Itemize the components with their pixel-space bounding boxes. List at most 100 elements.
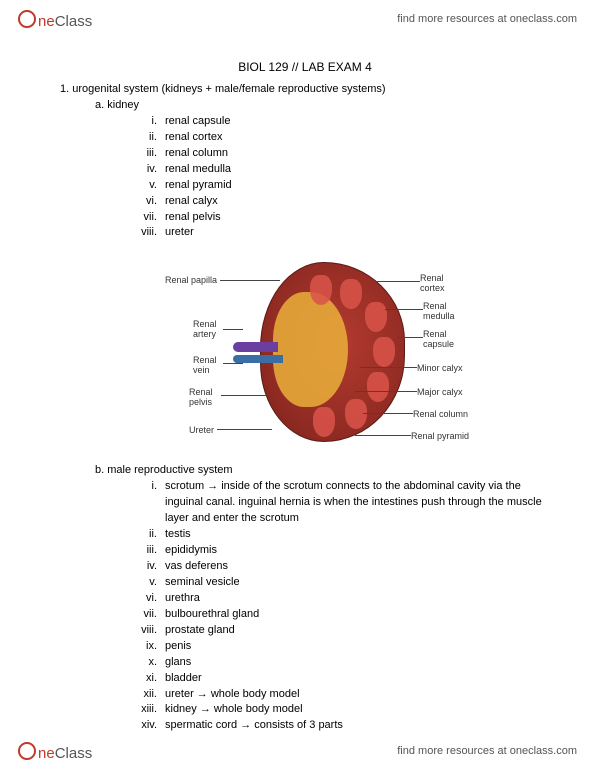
list-item-numeral: vi.: [133, 194, 165, 210]
outline-text-1: urogenital system (kidneys + male/female…: [72, 83, 385, 95]
renal-vein-shape: [233, 355, 283, 363]
diagram-label: Renal capsule: [423, 329, 454, 349]
list-item-text: prostate gland: [165, 623, 555, 639]
document-content: BIOL 129 // LAB EXAM 4 1. urogenital sys…: [55, 60, 555, 734]
list-item: ii.renal cortex: [133, 130, 555, 146]
list-item-numeral: ii.: [133, 527, 165, 543]
list-item-text: seminal vesicle: [165, 575, 555, 591]
list-item: vi.renal calyx: [133, 194, 555, 210]
logo: ne Class: [18, 8, 92, 30]
leader-line: [223, 363, 243, 364]
outline-num-b: b.: [95, 464, 104, 476]
leader-line: [397, 337, 423, 338]
logo-text-one: ne: [38, 745, 55, 762]
list-item-numeral: v.: [133, 575, 165, 591]
list-item-numeral: iv.: [133, 559, 165, 575]
leader-line: [355, 391, 417, 392]
list-item-numeral: ii.: [133, 130, 165, 146]
list-item-text: scrotum → inside of the scrotum connects…: [165, 479, 555, 527]
kidney-list: i.renal capsuleii.renal cortexiii.renal …: [55, 114, 555, 242]
diagram-label: Renal pelvis: [189, 387, 213, 407]
list-item-numeral: i.: [133, 114, 165, 130]
list-item-text: kidney → whole body model: [165, 702, 555, 718]
leader-line: [221, 395, 276, 396]
logo-circle-icon: [18, 10, 36, 28]
footer: ne Class find more resources at oneclass…: [0, 732, 595, 770]
list-item-text: renal calyx: [165, 194, 555, 210]
list-item: viii.ureter: [133, 225, 555, 241]
list-item: ix.penis: [133, 639, 555, 655]
list-item-text: bladder: [165, 671, 555, 687]
leader-line: [360, 367, 417, 368]
list-item: viii.prostate gland: [133, 623, 555, 639]
diagram-label: Ureter: [189, 425, 214, 435]
list-item-text: ureter: [165, 225, 555, 241]
diagram-label: Major calyx: [417, 387, 463, 397]
diagram-label: Renal cortex: [420, 273, 445, 293]
list-item-numeral: xii.: [133, 687, 165, 703]
list-item: i.renal capsule: [133, 114, 555, 130]
diagram-label: Renal vein: [193, 355, 217, 375]
list-item-text: vas deferens: [165, 559, 555, 575]
list-item-text: testis: [165, 527, 555, 543]
outline-item-1: 1. urogenital system (kidneys + male/fem…: [60, 82, 555, 98]
list-item-text: bulbourethral gland: [165, 607, 555, 623]
list-item: iv.renal medulla: [133, 162, 555, 178]
list-item: v.renal pyramid: [133, 178, 555, 194]
list-item-text: renal capsule: [165, 114, 555, 130]
list-item-text: renal column: [165, 146, 555, 162]
list-item: x.glans: [133, 655, 555, 671]
leader-line: [363, 413, 413, 414]
list-item: vii.renal pelvis: [133, 210, 555, 226]
diagram-label: Renal pyramid: [411, 431, 469, 441]
list-item-text: renal pelvis: [165, 210, 555, 226]
list-item: xii.ureter → whole body model: [133, 687, 555, 703]
list-item-numeral: iii.: [133, 543, 165, 559]
list-item-text: ureter → whole body model: [165, 687, 555, 703]
list-item: vi.urethra: [133, 591, 555, 607]
logo-circle-icon: [18, 742, 36, 760]
list-item: vii.bulbourethral gland: [133, 607, 555, 623]
list-item-numeral: x.: [133, 655, 165, 671]
outline-text-b: male reproductive system: [107, 464, 232, 476]
diagram-label: Renal column: [413, 409, 468, 419]
list-item-text: renal pyramid: [165, 178, 555, 194]
list-item-numeral: ix.: [133, 639, 165, 655]
leader-line: [223, 329, 243, 330]
male-repro-list: i.scrotum → inside of the scrotum connec…: [55, 479, 555, 734]
list-item-text: renal cortex: [165, 130, 555, 146]
list-item-numeral: xi.: [133, 671, 165, 687]
list-item-numeral: xiii.: [133, 702, 165, 718]
list-item-text: urethra: [165, 591, 555, 607]
diagram-label: Renal papilla: [165, 275, 217, 285]
diagram-container: Renal papillaRenal arteryRenal veinRenal…: [55, 247, 555, 457]
leader-line: [385, 309, 423, 310]
kidney-pelvis-shape: [273, 292, 348, 407]
list-item: iii.renal column: [133, 146, 555, 162]
outline-item-a: a. kidney: [95, 98, 555, 114]
list-item-text: renal medulla: [165, 162, 555, 178]
list-item: xi.bladder: [133, 671, 555, 687]
header: ne Class find more resources at oneclass…: [0, 0, 595, 38]
list-item-numeral: iv.: [133, 162, 165, 178]
diagram-label: Renal medulla: [423, 301, 455, 321]
list-item-numeral: vii.: [133, 607, 165, 623]
list-item: i.scrotum → inside of the scrotum connec…: [133, 479, 555, 527]
logo-text-class: Class: [55, 13, 93, 30]
footer-tagline: find more resources at oneclass.com: [397, 745, 577, 757]
leader-line: [217, 429, 272, 430]
diagram-label: Minor calyx: [417, 363, 463, 373]
list-item-numeral: vi.: [133, 591, 165, 607]
list-item-numeral: iii.: [133, 146, 165, 162]
header-tagline: find more resources at oneclass.com: [397, 13, 577, 25]
list-item-numeral: v.: [133, 178, 165, 194]
list-item: ii.testis: [133, 527, 555, 543]
leader-line: [375, 281, 420, 282]
list-item-numeral: i.: [133, 479, 165, 527]
list-item: iv.vas deferens: [133, 559, 555, 575]
list-item-numeral: viii.: [133, 225, 165, 241]
list-item-numeral: vii.: [133, 210, 165, 226]
list-item: xiii.kidney → whole body model: [133, 702, 555, 718]
list-item-numeral: viii.: [133, 623, 165, 639]
leader-line: [355, 435, 411, 436]
